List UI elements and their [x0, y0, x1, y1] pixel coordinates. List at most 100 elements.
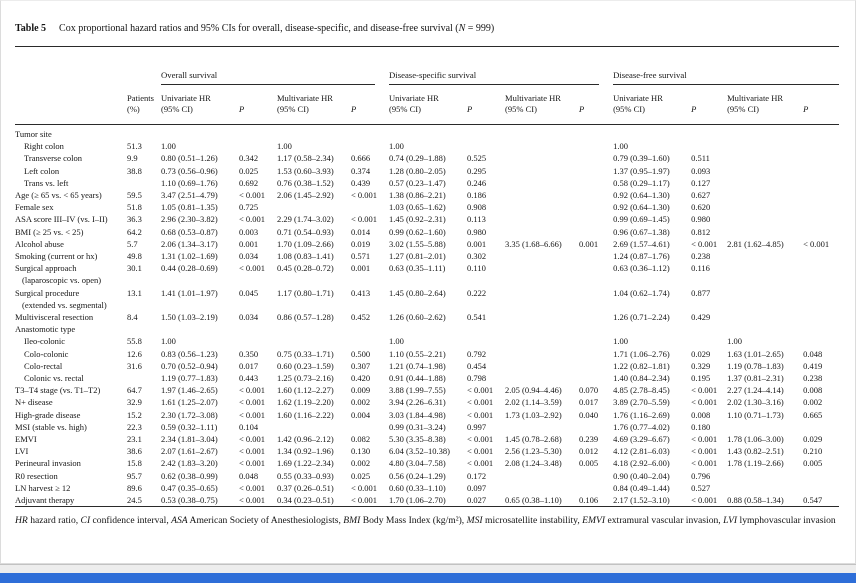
table-cell: 2.06 (1.34–3.17)	[161, 238, 218, 249]
table-cell: 0.002	[351, 458, 371, 469]
table-cell	[803, 165, 839, 177]
table-cell: 0.246	[467, 177, 487, 188]
table-cell: 0.116	[691, 263, 710, 274]
row-label: Surgical procedure (extended vs. segmenta…	[15, 287, 127, 311]
table-cell: 0.454	[467, 360, 487, 371]
row-label-line: Multivisceral resection	[15, 312, 94, 323]
table-cell: 1.78 (1.19–2.66)	[727, 458, 784, 469]
table-cell: 1.05 (0.81–1.35)	[161, 202, 218, 213]
table-cell	[803, 226, 839, 238]
table-cell: 6.04 (3.52–10.38)	[389, 446, 450, 457]
table-cell: 2.05 (0.94–4.46)	[505, 385, 562, 396]
row-label: BMI (≥ 25 vs. < 25)	[15, 226, 127, 238]
table-cell: 64.7	[127, 385, 142, 396]
text-run: extramural vascular invasion,	[605, 515, 724, 527]
row-label: LN harvest ≥ 12	[15, 482, 127, 494]
table-cell: 0.048	[803, 348, 823, 359]
table-cell: 0.045	[239, 287, 259, 298]
table-cell	[579, 372, 613, 384]
table-row: BMI (≥ 25 vs. < 25) 64.2 0.68 (0.53–0.87) 0…	[15, 226, 839, 238]
table-cell: 3.47 (2.51–4.79)	[161, 190, 218, 201]
row-label-line: Colonic vs. rectal	[24, 373, 84, 384]
table-cell: 2.96 (2.30–3.82)	[161, 214, 218, 225]
abbreviation-italic: CI	[80, 515, 91, 527]
table-cell: 0.84 (0.49–1.44)	[613, 482, 670, 493]
table-cell: 0.980	[691, 214, 711, 225]
table-cell	[579, 360, 613, 372]
table-cell	[389, 323, 467, 335]
table-cell	[505, 348, 579, 360]
table-cell	[505, 335, 579, 347]
table-cell: < 0.001	[239, 458, 266, 469]
table-cell: 0.014	[351, 226, 371, 237]
row-label-line: (laparoscopic vs. open)	[22, 275, 102, 286]
table-cell	[505, 323, 579, 335]
table-cell: 0.009	[351, 385, 371, 396]
table-cell: 0.329	[691, 360, 711, 371]
table-cell: 1.28 (0.80–2.05)	[389, 165, 446, 176]
table-cell: 0.63 (0.36–1.12)	[613, 263, 670, 274]
table-cell	[803, 323, 839, 335]
table-cell: 0.452	[351, 312, 371, 323]
table-cell: 1.71 (1.06–2.76)	[613, 348, 670, 359]
table-cell: 0.350	[239, 348, 259, 359]
row-label-line: Alcohol abuse	[15, 238, 64, 249]
table-cell	[579, 213, 613, 225]
table-cell: 0.55 (0.33–0.93)	[277, 470, 334, 481]
table-cell: 0.53 (0.38–0.75)	[161, 495, 218, 506]
row-label-line: LN harvest ≥ 12	[15, 482, 71, 493]
table-cell: 0.001	[351, 263, 371, 274]
table-cell: 1.45 (0.92–2.31)	[389, 214, 446, 225]
table-cell: 1.37 (0.95–1.97)	[613, 165, 670, 176]
table-cell	[467, 125, 505, 141]
table-cell	[727, 287, 803, 311]
table-cell: 36.3	[127, 214, 142, 225]
table-cell: 0.58 (0.29–1.17)	[613, 177, 670, 188]
row-label-line: Adjuvant therapy	[15, 495, 75, 506]
col-os-univariate-header: Univariate HR (95% CI)	[161, 85, 239, 125]
table-row: Alcohol abuse 5.7 2.06 (1.34–3.17) 0.001 1.7…	[15, 238, 839, 250]
row-label-line: Surgical approach	[15, 263, 77, 274]
bottom-blue-bar	[0, 573, 856, 583]
table-cell: 0.210	[803, 446, 823, 457]
table-cell	[127, 177, 161, 189]
table-cell	[803, 201, 839, 213]
table-cell	[351, 421, 389, 433]
table-cell: 0.92 (0.64–1.30)	[613, 202, 670, 213]
table-cell: 59.5	[127, 190, 142, 201]
table-cell: 0.980	[467, 226, 487, 237]
table-cell: 0.908	[467, 202, 487, 213]
table-cell: 32.9	[127, 397, 142, 408]
table-cell: < 0.001	[239, 434, 266, 445]
table-caption: Cox proportional hazard ratios and 95% C…	[59, 23, 494, 34]
table-cell: < 0.001	[239, 214, 266, 225]
table-cell: 0.525	[467, 153, 487, 164]
table-cell	[505, 140, 579, 152]
table-cell	[613, 323, 691, 335]
table-cell: 1.22 (0.82–1.81)	[613, 360, 670, 371]
table-row: Tumor site	[15, 125, 839, 141]
table-cell: 0.47 (0.35–0.65)	[161, 482, 218, 493]
table-cell: 0.80 (0.51–1.26)	[161, 153, 218, 164]
abbreviation-italic: EMVI	[582, 515, 606, 527]
table-cell: < 0.001	[691, 397, 718, 408]
table-cell: 31.6	[127, 360, 142, 371]
row-label: Surgical approach (laparoscopic vs. open)	[15, 262, 127, 286]
table-cell: 0.029	[691, 348, 711, 359]
table-row: Age (≥ 65 vs. < 65 years) 59.5 3.47 (2.51–…	[15, 189, 839, 201]
table-cell: < 0.001	[351, 495, 378, 506]
table-cell: 0.725	[239, 202, 259, 213]
table-cell: 1.19 (0.77–1.83)	[161, 373, 218, 384]
table-cell: 1.43 (0.82–2.51)	[727, 446, 784, 457]
row-label-line: MSI (stable vs. high)	[15, 421, 87, 432]
table-cell	[505, 152, 579, 164]
table-cell: 0.620	[691, 202, 711, 213]
table-cell: 0.45 (0.28–0.72)	[277, 263, 334, 274]
table-cell: 0.127	[691, 177, 711, 188]
table-cell: 1.21 (0.74–1.98)	[389, 360, 446, 371]
table-cell: 1.00	[727, 336, 742, 347]
table-cell: 2.81 (1.62–4.85)	[727, 238, 784, 249]
row-label: Ileo-colonic	[15, 335, 127, 347]
table-cell: 1.27 (0.81–2.01)	[389, 251, 446, 262]
table-cell	[691, 125, 727, 141]
